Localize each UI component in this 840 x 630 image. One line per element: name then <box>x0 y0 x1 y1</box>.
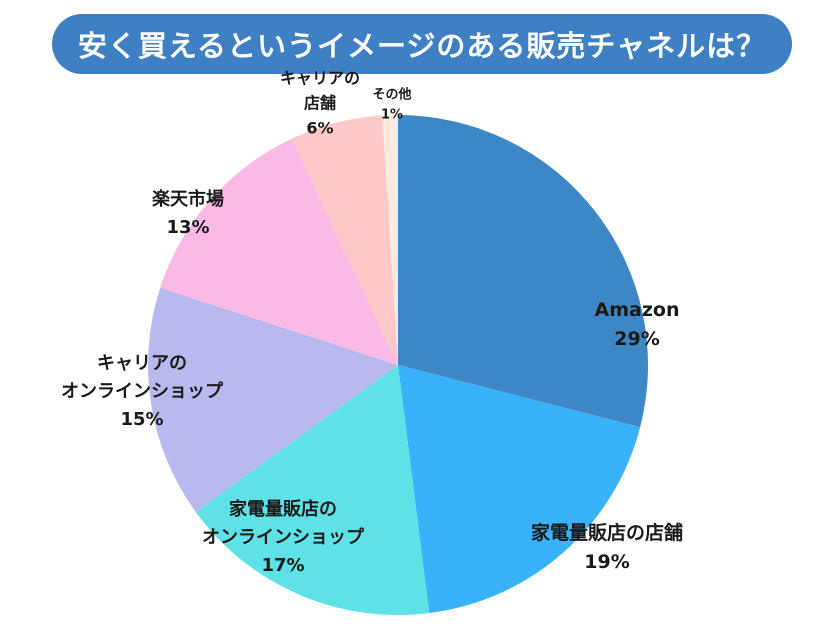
slice-label-3: キャリアのオンラインショップ 15% <box>61 353 224 430</box>
pie-slice-5 <box>291 115 398 366</box>
chart-title-banner: 安く買えるというイメージのある販売チャネルは？ <box>52 14 792 74</box>
slice-label-1: 家電量販店の店舗 19% <box>531 521 683 573</box>
slice-label-4: 楽天市場 13% <box>152 188 224 238</box>
pie-slice-2 <box>195 365 430 616</box>
slice-value-label: 13% <box>166 217 209 238</box>
slice-category-label: キャリアの <box>280 69 360 88</box>
slice-category-label: オンラインショップ <box>61 380 224 402</box>
slice-value-label: 29% <box>614 328 659 350</box>
slice-category-label: オンラインショップ <box>202 526 365 548</box>
slice-label-6: その他 1% <box>372 86 411 122</box>
slice-label-2: 家電量販店のオンラインショップ 17% <box>202 498 365 576</box>
pie-slices <box>148 114 649 616</box>
slice-category-label: キャリアの <box>97 353 187 374</box>
slice-category-label: 店舗 <box>304 94 336 113</box>
slice-value-label: 1% <box>381 108 403 123</box>
slice-value-label: 19% <box>584 551 629 573</box>
slice-category-label: その他 <box>372 86 411 102</box>
slice-value-label: 17% <box>261 555 304 576</box>
slice-label-5: キャリアの店舗 6% <box>280 69 360 138</box>
pie-slice-6 <box>382 114 398 365</box>
slice-category-label: 家電量販店の店舗 <box>531 521 683 544</box>
slice-category-label: 楽天市場 <box>152 188 224 210</box>
pie-slice-3 <box>148 287 398 512</box>
pie-slice-0 <box>398 115 649 428</box>
slice-category-label: 家電量販店の <box>229 498 337 520</box>
slice-value-label: 6% <box>306 118 333 137</box>
pie-slice-4 <box>160 138 398 365</box>
pie-labels: Amazon 29%家電量販店の店舗 19%家電量販店のオンラインショップ 17%キャ… <box>61 69 683 576</box>
pie-slice-1 <box>398 365 641 614</box>
slice-label-0: Amazon 29% <box>595 299 680 350</box>
slice-category-label: Amazon <box>595 299 680 321</box>
slice-value-label: 15% <box>120 409 163 430</box>
chart-title: 安く買えるというイメージのある販売チャネルは？ <box>77 29 767 63</box>
